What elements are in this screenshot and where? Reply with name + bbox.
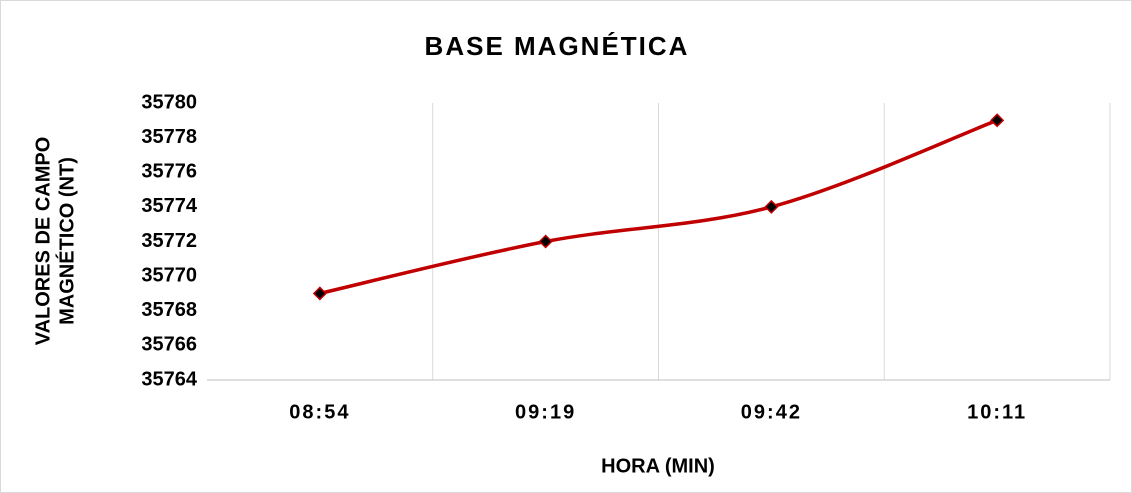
- x-tick-label: 09:42: [741, 401, 802, 423]
- x-tick-label: 08:54: [289, 401, 350, 423]
- marker: [538, 234, 553, 249]
- y-tick-label: 35764: [141, 368, 197, 390]
- y-tick-label: 35780: [141, 91, 197, 113]
- y-axis-label-line: VALORES DE CAMPO: [32, 137, 54, 346]
- y-tick-label: 35774: [141, 195, 197, 217]
- y-tick-label: 35768: [141, 299, 197, 321]
- marker: [764, 199, 779, 214]
- chart-title: BASE MAGNÉTICA: [425, 31, 690, 61]
- x-tick-label: 09:19: [515, 401, 576, 423]
- x-tick-label: 10:11: [967, 401, 1027, 423]
- y-tick-label: 35770: [141, 264, 197, 286]
- marker: [990, 113, 1005, 128]
- marker: [312, 286, 327, 301]
- y-tick-label: 35776: [141, 161, 197, 183]
- y-tick-label: 35772: [141, 230, 197, 252]
- y-axis-label-line: MAGNÉTICO (NT): [55, 157, 78, 325]
- x-axis-label: HORA (MIN): [601, 455, 715, 477]
- y-tick-label: 35766: [141, 334, 197, 356]
- series-line: [319, 118, 998, 296]
- y-axis-label: VALORES DE CAMPO MAGNÉTICO (NT): [32, 137, 78, 346]
- y-tick-label: 35778: [141, 126, 197, 148]
